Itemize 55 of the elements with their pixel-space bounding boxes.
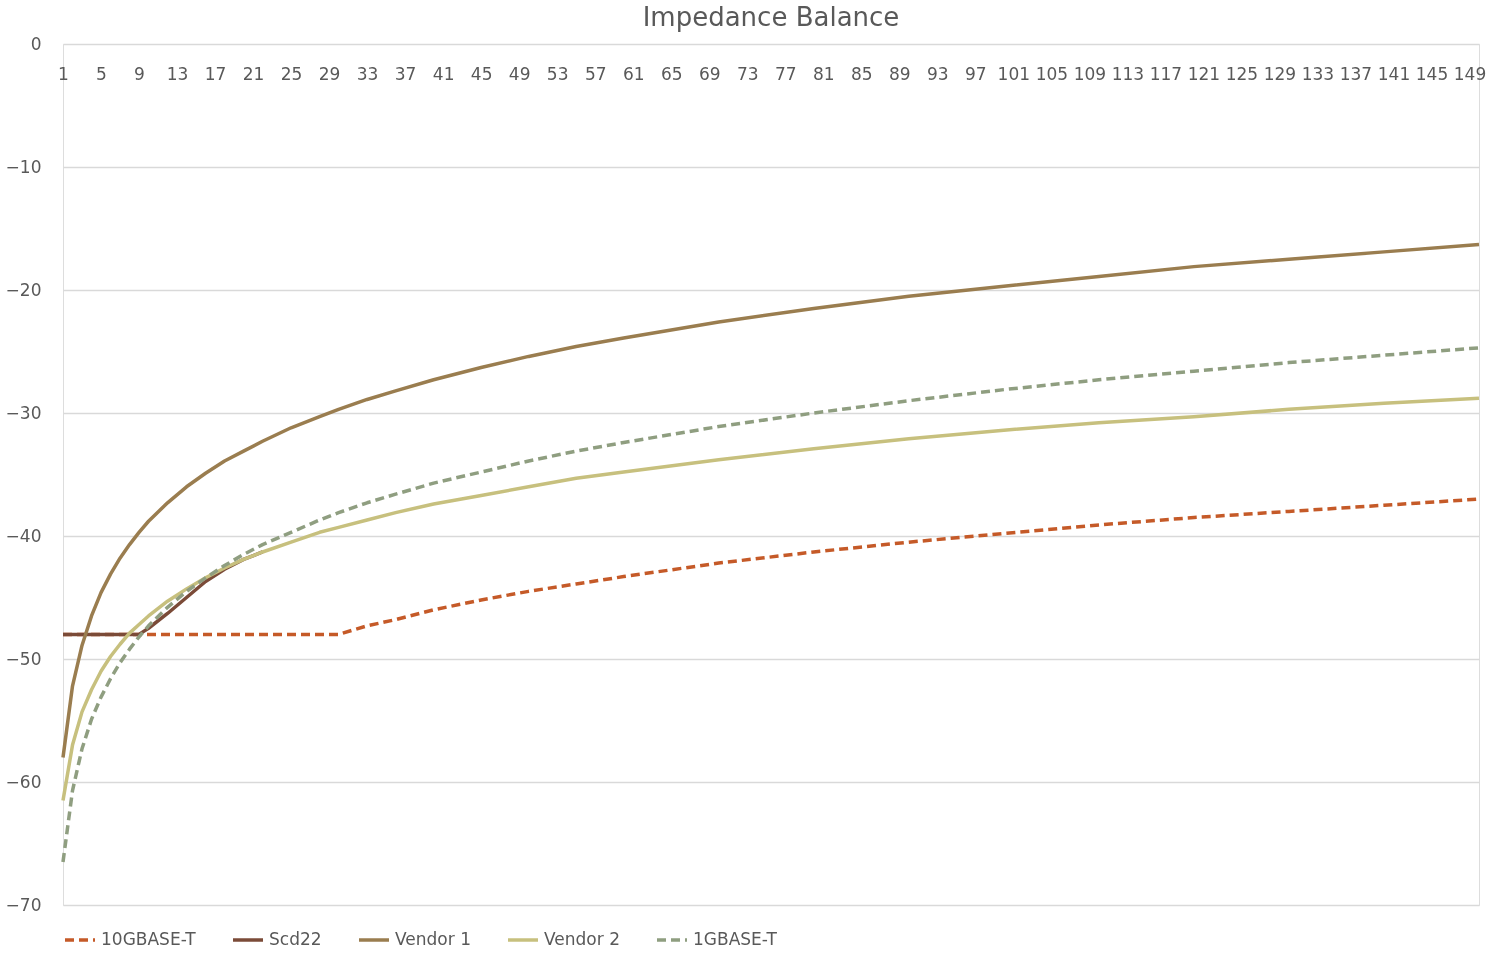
y-tick-label: −10 <box>5 156 42 177</box>
x-tick-label: 61 <box>622 63 645 84</box>
x-tick-label: 41 <box>432 63 455 84</box>
x-tick-label: 85 <box>850 63 873 84</box>
x-tick-label: 73 <box>736 63 759 84</box>
y-tick-label: −30 <box>5 402 42 423</box>
x-tick-label: 117 <box>1149 63 1183 84</box>
x-tick-label: 25 <box>280 63 303 84</box>
x-tick-label: 125 <box>1225 63 1259 84</box>
x-tick-label: 53 <box>546 63 569 84</box>
x-tick-label: 101 <box>997 63 1031 84</box>
y-tick-label: −70 <box>5 894 42 915</box>
legend-label: Vendor 2 <box>544 929 620 949</box>
x-tick-label: 89 <box>888 63 911 84</box>
y-tick-label: −60 <box>5 771 42 792</box>
x-tick-label: 1 <box>58 63 69 84</box>
legend-label: 1GBASE-T <box>693 929 778 949</box>
x-tick-label: 97 <box>965 63 987 84</box>
x-tick-label: 45 <box>470 63 493 84</box>
x-tick-label: 133 <box>1301 63 1335 84</box>
line-series <box>61 396 1481 803</box>
y-tick-label: −50 <box>5 648 42 669</box>
x-tick-label: 17 <box>204 63 227 84</box>
y-tick-label: −40 <box>5 525 42 546</box>
legend-label: Scd22 <box>269 929 322 949</box>
x-tick-label: 37 <box>394 63 417 84</box>
x-tick-label: 113 <box>1111 63 1145 84</box>
line-series <box>61 242 1481 760</box>
x-tick-label: 137 <box>1339 63 1373 84</box>
x-tick-label: 5 <box>96 63 107 84</box>
y-tick-label: 0 <box>30 33 42 54</box>
x-tick-label: 69 <box>698 63 721 84</box>
x-tick-label: 57 <box>584 63 607 84</box>
x-tick-label: 81 <box>812 63 835 84</box>
x-tick-label: 149 <box>1453 63 1487 84</box>
y-tick-label: −20 <box>5 279 42 300</box>
x-tick-label: 33 <box>356 63 379 84</box>
x-tick-label: 121 <box>1187 63 1221 84</box>
x-tick-label: 93 <box>926 63 949 84</box>
chart-title: Impedance Balance <box>642 2 900 32</box>
x-tick-label: 105 <box>1035 63 1069 84</box>
x-tick-label: 65 <box>660 63 683 84</box>
x-tick-label: 145 <box>1415 63 1449 84</box>
legend-label: 10GBASE-T <box>101 929 197 949</box>
x-tick-label: 29 <box>318 63 341 84</box>
x-tick-label: 129 <box>1263 63 1297 84</box>
x-tick-label: 49 <box>508 63 531 84</box>
x-tick-label: 141 <box>1377 63 1411 84</box>
x-tick-label: 109 <box>1073 63 1107 84</box>
x-tick-label: 21 <box>242 63 265 84</box>
line-series <box>61 346 1481 864</box>
x-tick-label: 13 <box>166 63 189 84</box>
x-tick-label: 9 <box>134 63 145 84</box>
legend-label: Vendor 1 <box>395 929 471 949</box>
x-tick-label: 77 <box>774 63 797 84</box>
